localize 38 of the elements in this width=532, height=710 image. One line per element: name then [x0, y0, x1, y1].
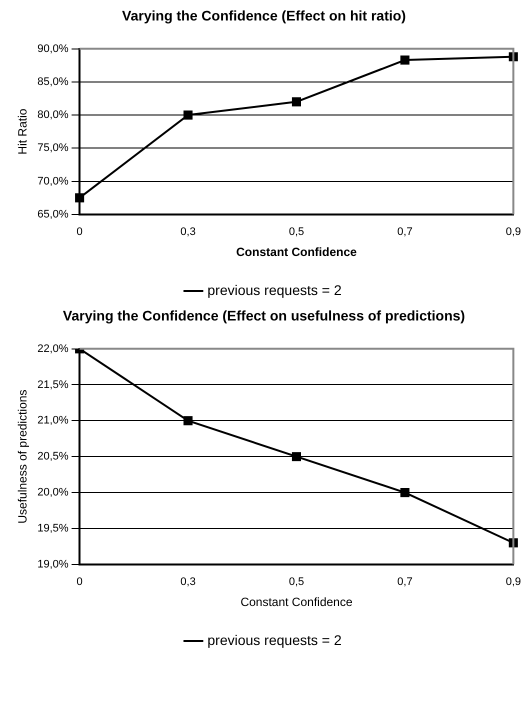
y-tick-label: 19,0% — [37, 558, 69, 570]
y-tick-label: 70,0% — [37, 175, 69, 188]
x-tick-label: 0 — [76, 226, 83, 238]
y-axis-title: Usefulness of predictions — [16, 390, 30, 524]
legend-label: previous requests = 2 — [207, 282, 342, 298]
x-tick-label: 0,5 — [288, 576, 304, 588]
y-tick-label: 20,5% — [37, 450, 69, 463]
y-tick-label: 75,0% — [37, 142, 69, 154]
y-tick-label: 20,0% — [37, 486, 69, 499]
chart-title: Varying the Confidence (Effect on usefulness of predictions) — [62, 307, 466, 324]
y-tick-label: 21,5% — [37, 378, 69, 391]
x-tick-label: 0,3 — [180, 226, 196, 238]
point — [292, 452, 302, 462]
x-tick-label: 0 — [76, 576, 83, 588]
y-tick-label: 21,0% — [37, 414, 69, 427]
x-tick-label: 0,9 — [506, 226, 522, 238]
point — [400, 488, 410, 498]
point — [400, 56, 410, 65]
point — [183, 110, 193, 120]
y-tick-label: 65,0% — [37, 208, 69, 220]
legend-label: previous requests = 2 — [207, 632, 342, 648]
y-tick-label: 80,0% — [37, 109, 69, 122]
y-tick-label: 22,0% — [37, 342, 69, 355]
x-axis-title: Constant Confidence — [240, 595, 353, 610]
chart-title: Varying the Confidence (Effect on hit ratio) — [122, 7, 406, 24]
y-tick-label: 85,0% — [37, 76, 69, 88]
point — [292, 97, 302, 106]
x-tick-label: 0,3 — [180, 576, 196, 588]
x-tick-label: 0,7 — [397, 226, 413, 238]
x-tick-label: 0,9 — [506, 576, 522, 588]
point — [183, 416, 193, 426]
point — [75, 193, 84, 202]
x-axis-title: Constant Confidence — [236, 245, 358, 260]
y-tick-label: 19,5% — [37, 522, 69, 534]
y-axis-title: Hit Ratio — [16, 108, 30, 155]
x-tick-label: 0,5 — [288, 226, 304, 238]
y-tick-label: 90,0% — [37, 42, 69, 55]
x-tick-label: 0,7 — [397, 576, 413, 588]
